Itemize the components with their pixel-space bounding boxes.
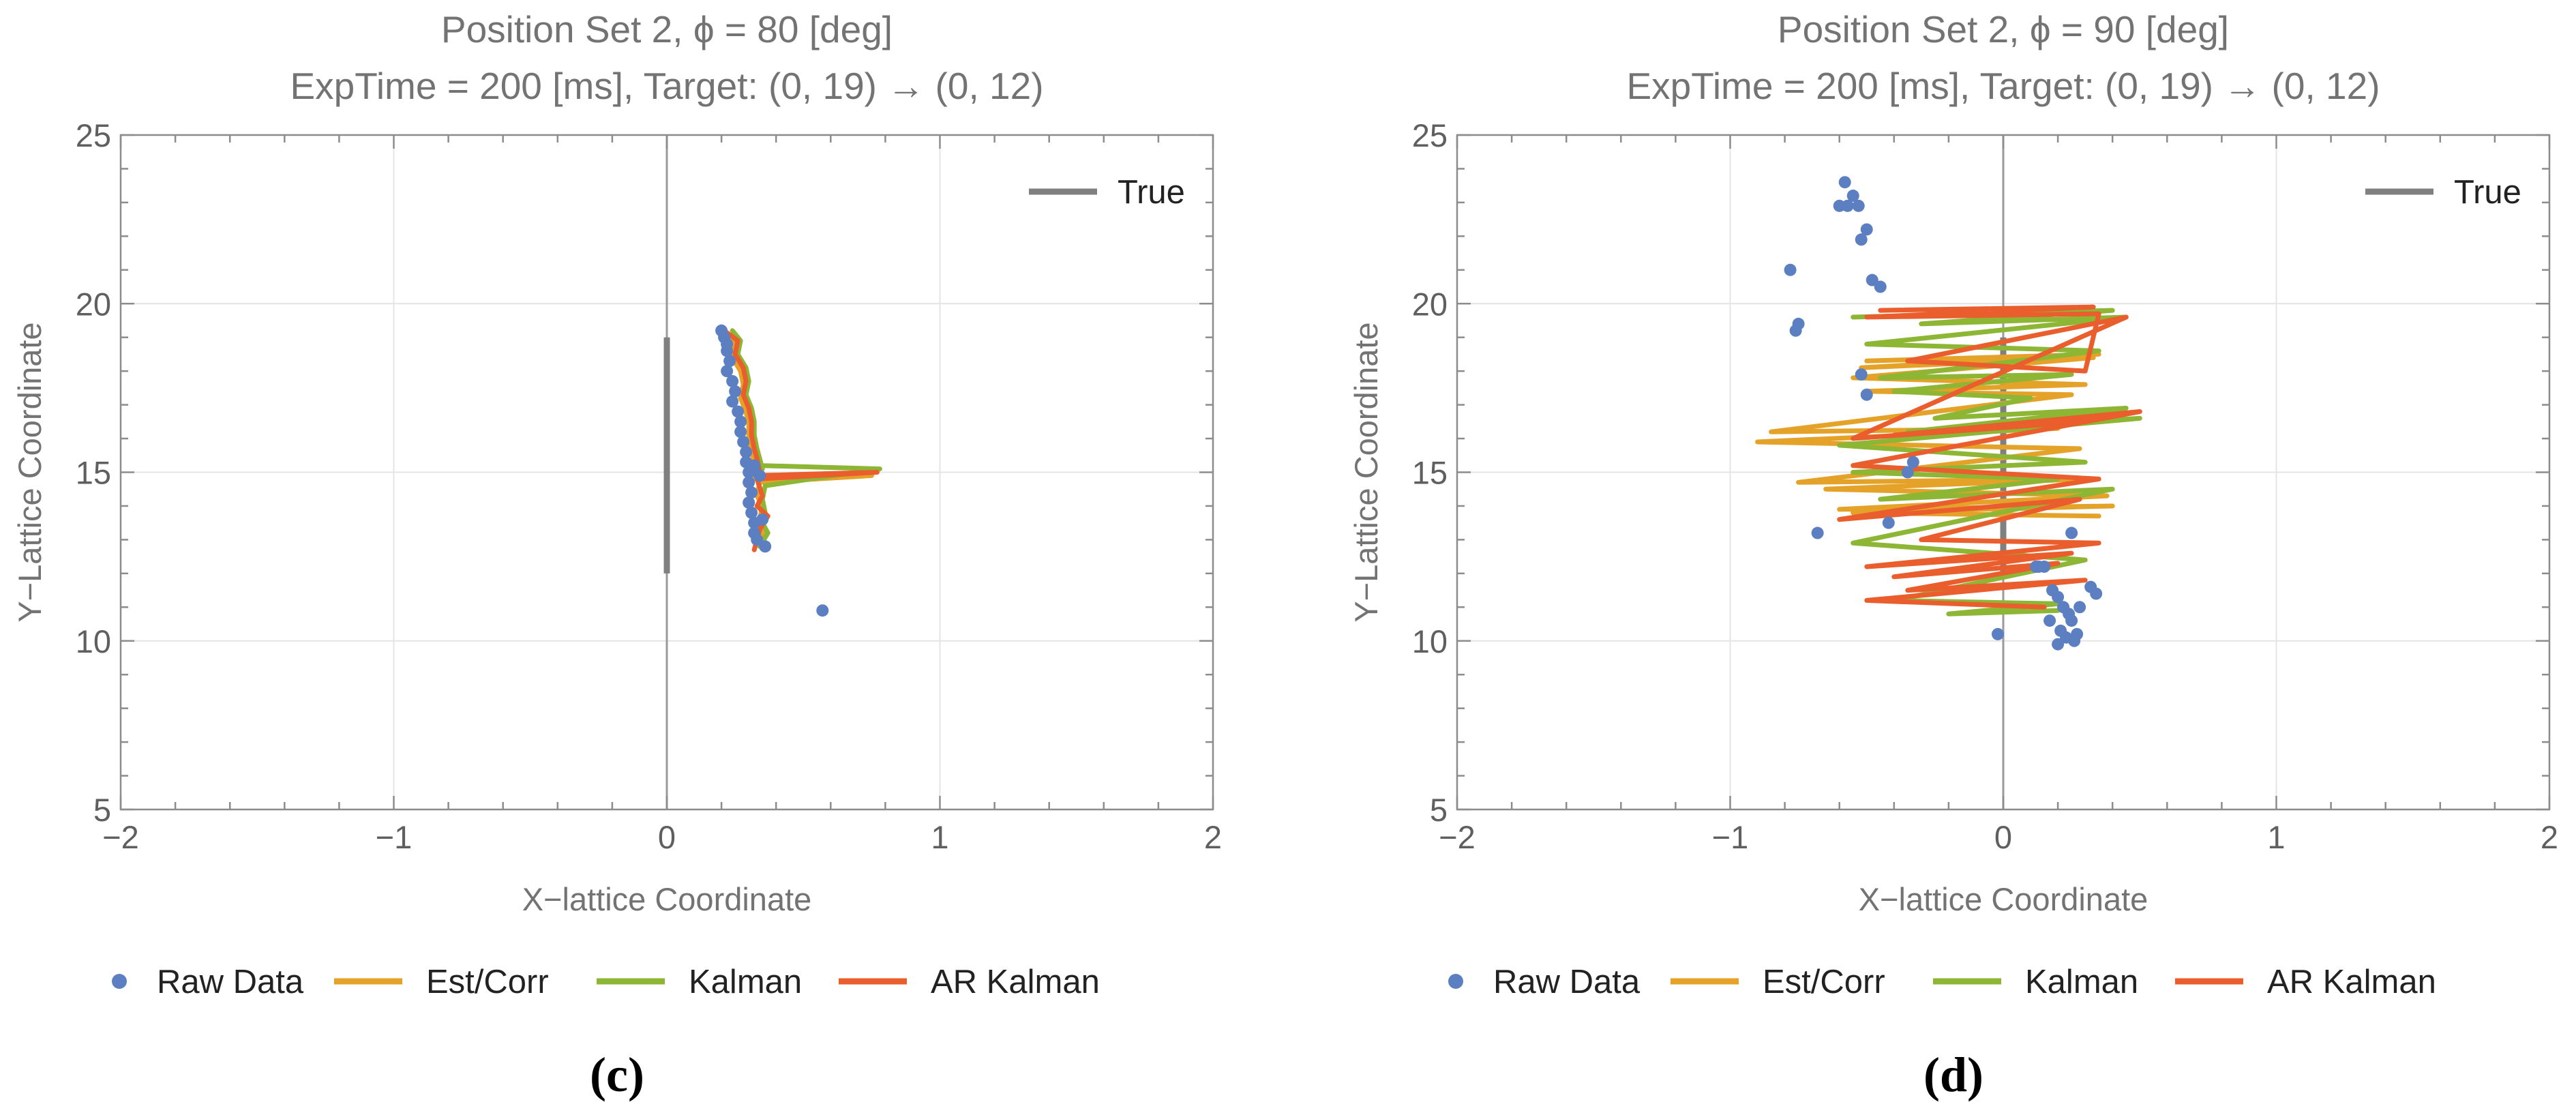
raw-data-point [1855,368,1868,381]
x-tick-label: −1 [1712,819,1749,855]
legend-raw-data-label: Raw Data [1493,964,1641,1000]
raw-data-point [1866,273,1878,286]
raw-data-point [759,540,772,553]
raw-data-point [2071,627,2084,640]
x-tick-label: 2 [1204,819,1222,855]
y-axis-label: Y−Lattice Coordinate [12,322,48,622]
y-tick-label: 15 [76,455,111,491]
legend-kalman-label: Kalman [2025,964,2138,1000]
raw-data-point [2033,560,2046,573]
plot-area-series [1755,176,2142,651]
raw-data-point [2065,614,2078,627]
raw-data-point [732,405,745,418]
raw-data-point [1855,233,1868,246]
panel-label: (c) [590,1047,644,1102]
raw-data-point [1874,280,1887,293]
raw-data-point [756,513,769,526]
raw-data-point [1838,176,1851,189]
raw-data-point [751,533,764,546]
y-tick-label: 25 [1412,117,1448,153]
raw-data-point [1811,526,1824,539]
raw-data-point [723,355,736,368]
raw-data-point [737,435,750,448]
x-tick-label: 1 [931,819,948,855]
raw-data-point [1846,190,1859,203]
legend-ar-kalman-label: AR Kalman [931,964,1100,1000]
raw-data-point [2073,601,2086,614]
x-tick-label: 0 [1994,819,2012,855]
y-tick-label: 20 [1412,286,1448,322]
raw-data-point [729,385,742,398]
raw-data-point [726,395,739,408]
raw-data-point [753,469,766,482]
raw-data-point [1789,324,1802,337]
raw-data-point [721,344,734,357]
raw-data-point [734,426,747,438]
raw-data-point [2052,591,2065,604]
raw-data-point [1901,466,1914,479]
y-tick-label: 10 [76,623,111,659]
raw-data-point [2043,614,2056,627]
chart-subtitle: ExpTime = 200 [ms], Target: (0, 19) → (0… [290,65,1043,107]
legend-raw-data-swatch [112,974,127,989]
chart-title: Position Set 2, ϕ = 90 [deg] [1778,8,2229,50]
x-tick-label: −1 [376,819,413,855]
legend-ar-kalman-label: AR Kalman [2267,964,2436,1000]
raw-data-point [1852,199,1865,212]
panel-label: (d) [1923,1047,1983,1102]
raw-data-point [2052,638,2065,651]
raw-data-point [1882,516,1895,529]
y-tick-label: 20 [76,286,111,322]
raw-data-point [721,365,734,378]
raw-data-point [748,459,761,472]
x-axis-label: X−lattice Coordinate [522,881,812,917]
legend-true-label: True [2454,174,2521,211]
x-tick-label: 2 [2541,819,2558,855]
raw-data-point [2090,587,2103,600]
chart-subtitle: ExpTime = 200 [ms], Target: (0, 19) → (0… [1626,65,2380,107]
chart-title: Position Set 2, ϕ = 80 [deg] [441,8,893,50]
raw-data-point [1784,263,1797,276]
y-tick-label: 5 [93,792,111,828]
raw-data-point [2065,526,2078,539]
legend-true-label: True [1118,174,1185,211]
legend-raw-data-label: Raw Data [157,964,304,1000]
raw-data-point [1906,456,1919,469]
legend-raw-data-swatch [1448,974,1463,989]
raw-data-point [1841,199,1854,212]
y-tick-label: 5 [1430,792,1448,828]
raw-data-point [734,415,747,428]
raw-data-point [740,445,753,458]
x-axis-label: X−lattice Coordinate [1859,881,2148,917]
y-tick-label: 10 [1412,623,1448,659]
raw-data-point [2060,631,2073,644]
raw-data-point [743,496,755,509]
legend-est-corr-label: Est/Corr [426,964,549,1000]
raw-data-point [1860,388,1873,401]
plot-area-series [715,324,882,617]
legend-kalman-label: Kalman [689,964,802,1000]
raw-data-point [816,604,829,617]
series-line-ar-kalman [1837,304,2142,610]
raw-data-point [1860,223,1873,236]
raw-data-point [745,486,758,499]
raw-data-point [743,476,755,489]
x-tick-label: 0 [658,819,676,855]
y-axis-label: Y−Lattice Coordinate [1348,322,1384,622]
x-tick-label: 1 [2267,819,2285,855]
raw-data-point [745,506,758,519]
series-line-ar-kalman [721,328,880,552]
legend-est-corr-label: Est/Corr [1763,964,1885,1000]
y-tick-label: 25 [76,117,111,153]
raw-data-point [726,374,739,387]
x-tick-label: −2 [102,819,139,855]
y-tick-label: 15 [1412,455,1448,491]
raw-data-point [1991,627,2004,640]
x-tick-label: −2 [1439,819,1476,855]
